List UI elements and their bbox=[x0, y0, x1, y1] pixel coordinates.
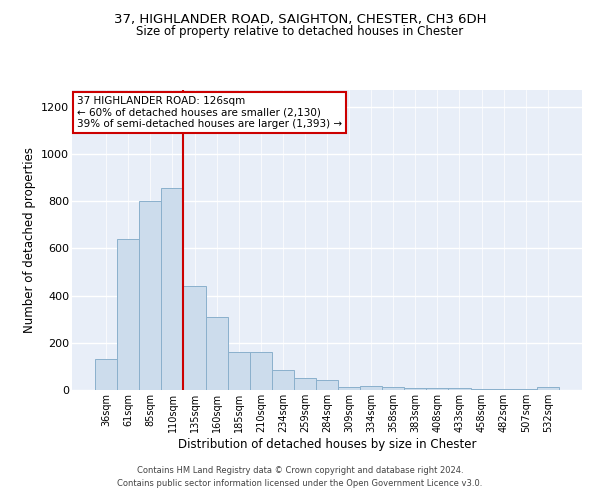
Bar bbox=[404, 388, 427, 390]
Text: Contains HM Land Registry data © Crown copyright and database right 2024.
Contai: Contains HM Land Registry data © Crown c… bbox=[118, 466, 482, 487]
Y-axis label: Number of detached properties: Number of detached properties bbox=[23, 147, 35, 333]
Bar bbox=[184, 286, 206, 390]
Bar bbox=[206, 317, 227, 390]
Bar bbox=[493, 388, 515, 390]
Bar bbox=[95, 360, 117, 390]
X-axis label: Distribution of detached houses by size in Chester: Distribution of detached houses by size … bbox=[178, 438, 476, 450]
Text: 37 HIGHLANDER ROAD: 126sqm
← 60% of detached houses are smaller (2,130)
39% of s: 37 HIGHLANDER ROAD: 126sqm ← 60% of deta… bbox=[77, 96, 342, 129]
Text: Size of property relative to detached houses in Chester: Size of property relative to detached ho… bbox=[136, 25, 464, 38]
Bar bbox=[515, 389, 537, 390]
Bar bbox=[227, 352, 250, 390]
Bar bbox=[250, 352, 272, 390]
Bar bbox=[139, 201, 161, 390]
Bar bbox=[427, 388, 448, 390]
Bar bbox=[448, 388, 470, 390]
Bar bbox=[294, 378, 316, 390]
Bar bbox=[161, 188, 184, 390]
Bar bbox=[272, 370, 294, 390]
Bar bbox=[117, 239, 139, 390]
Bar bbox=[316, 380, 338, 390]
Text: 37, HIGHLANDER ROAD, SAIGHTON, CHESTER, CH3 6DH: 37, HIGHLANDER ROAD, SAIGHTON, CHESTER, … bbox=[114, 12, 486, 26]
Bar bbox=[470, 389, 493, 390]
Bar bbox=[382, 386, 404, 390]
Bar bbox=[537, 388, 559, 390]
Bar bbox=[338, 387, 360, 390]
Bar bbox=[360, 386, 382, 390]
